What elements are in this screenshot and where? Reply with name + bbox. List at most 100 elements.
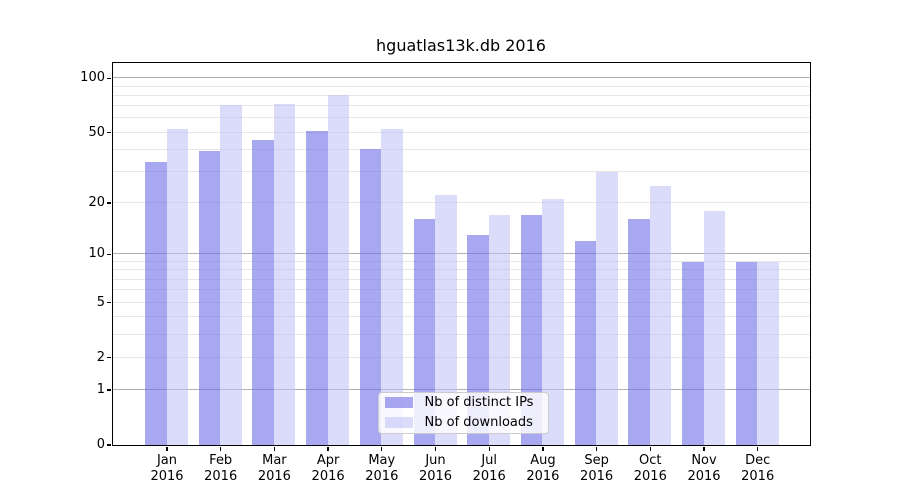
- x-tick-month: Apr: [316, 453, 340, 468]
- x-tick-label: Sep 2016: [567, 453, 627, 484]
- x-tick-year: 2016: [526, 468, 560, 484]
- legend-entry: Nb of downloads: [384, 415, 540, 430]
- bar-ips-feb: [198, 151, 221, 445]
- bar-downloads-dec: [757, 261, 779, 445]
- x-tick-month: Feb: [209, 453, 233, 468]
- legend-label: Nb of downloads: [424, 415, 533, 430]
- bar-downloads-aug: [542, 198, 564, 445]
- x-tick-label: Aug 2016: [513, 453, 573, 484]
- y-tick-mark: [106, 301, 111, 304]
- y-tick-mark: [106, 131, 111, 134]
- y-tick-label: 100: [80, 70, 105, 86]
- x-tick-label: Oct 2016: [620, 453, 680, 484]
- legend-swatch: [384, 397, 413, 408]
- y-tick-label: 1: [96, 381, 105, 397]
- y-tick-mark: [106, 253, 111, 256]
- x-tick-year: 2016: [150, 468, 184, 484]
- x-tick-mark: [595, 446, 598, 451]
- x-tick-mark: [434, 446, 437, 451]
- bar-downloads-mar: [273, 103, 296, 445]
- x-tick-year: 2016: [257, 468, 291, 484]
- x-tick-year: 2016: [472, 468, 506, 484]
- bar-downloads-nov: [703, 210, 725, 445]
- bar-ips-sep: [574, 240, 597, 445]
- y-tick-mark: [106, 77, 111, 79]
- minor-gridline: [112, 131, 810, 133]
- bar-downloads-feb: [220, 104, 242, 445]
- y-tick-label: 5: [96, 294, 105, 310]
- y-tick-label: 2: [96, 349, 105, 365]
- chart-title: hguatlas13k.db 2016: [376, 36, 546, 55]
- x-tick-year: 2016: [204, 468, 238, 484]
- legend: Nb of distinct IPs Nb of downloads: [377, 391, 549, 434]
- major-gridline: [112, 77, 810, 79]
- bar-downloads-jul: [488, 214, 511, 445]
- x-tick-month: Nov: [691, 453, 717, 468]
- x-tick-year: 2016: [741, 468, 775, 484]
- minor-gridline: [112, 289, 810, 291]
- x-tick-label: Apr 2016: [298, 453, 358, 484]
- legend-label: Nb of distinct IPs: [424, 395, 534, 410]
- x-tick-month: Mar: [262, 453, 287, 468]
- x-tick-mark: [381, 446, 383, 451]
- x-tick-mark: [166, 446, 168, 451]
- y-tick-mark: [106, 202, 111, 204]
- y-tick-label: 20: [88, 195, 105, 211]
- minor-gridline: [112, 171, 810, 173]
- minor-gridline: [112, 333, 810, 335]
- x-tick-year: 2016: [580, 468, 614, 484]
- y-tick-mark: [106, 444, 111, 446]
- bar-ips-dec: [735, 261, 758, 445]
- minor-gridline: [112, 105, 810, 107]
- x-tick-month: Jun: [425, 453, 446, 468]
- x-tick-label: May 2016: [352, 453, 412, 484]
- x-tick-month: Jul: [481, 453, 498, 468]
- minor-gridline: [112, 148, 810, 150]
- minor-gridline: [112, 269, 810, 271]
- y-tick-label: 0: [96, 437, 105, 452]
- x-tick-label: Jan 2016: [137, 453, 197, 484]
- x-tick-label: Jul 2016: [459, 453, 519, 484]
- bar-downloads-oct: [649, 185, 672, 445]
- x-tick-mark: [757, 446, 759, 451]
- bar-ips-nov: [682, 261, 704, 445]
- minor-gridline: [112, 85, 810, 87]
- minor-gridline: [112, 278, 810, 280]
- bar-ips-mar: [252, 140, 274, 445]
- minor-gridline: [112, 301, 810, 303]
- x-tick-month: Aug: [530, 453, 556, 468]
- x-tick-label: Dec 2016: [728, 453, 788, 484]
- x-tick-label: Nov 2016: [674, 453, 734, 484]
- x-tick-mark: [327, 446, 329, 451]
- x-tick-mark: [273, 446, 276, 451]
- minor-gridline: [112, 316, 810, 318]
- x-tick-year: 2016: [418, 468, 453, 484]
- y-tick-mark: [106, 389, 111, 391]
- bar-downloads-may: [381, 129, 403, 445]
- x-tick-label: Mar 2016: [244, 453, 304, 484]
- bar-ips-aug: [520, 214, 543, 445]
- x-tick-month: Dec: [745, 453, 771, 468]
- bar-ips-jan: [145, 161, 167, 445]
- x-tick-label: Feb 2016: [191, 453, 251, 484]
- legend-entry: Nb of distinct IPs: [384, 395, 540, 410]
- bar-downloads-apr: [327, 95, 350, 445]
- x-tick-month: Jan: [156, 453, 178, 468]
- x-tick-year: 2016: [687, 468, 721, 484]
- major-gridline: [112, 253, 810, 255]
- x-tick-month: Oct: [639, 453, 662, 468]
- minor-gridline: [112, 356, 810, 358]
- y-tick-mark: [106, 357, 111, 359]
- minor-gridline: [112, 94, 810, 96]
- x-tick-mark: [703, 446, 705, 451]
- major-gridline: [112, 388, 810, 390]
- x-tick-year: 2016: [365, 468, 399, 484]
- plot-area: Nb of distinct IPs Nb of downloads: [111, 61, 811, 446]
- x-tick-month: Sep: [584, 453, 609, 468]
- x-tick-mark: [488, 446, 490, 451]
- bar-ips-oct: [628, 219, 650, 445]
- x-tick-month: May: [368, 453, 396, 468]
- bar-downloads-jan: [166, 129, 188, 445]
- bar-ips-apr: [306, 130, 328, 445]
